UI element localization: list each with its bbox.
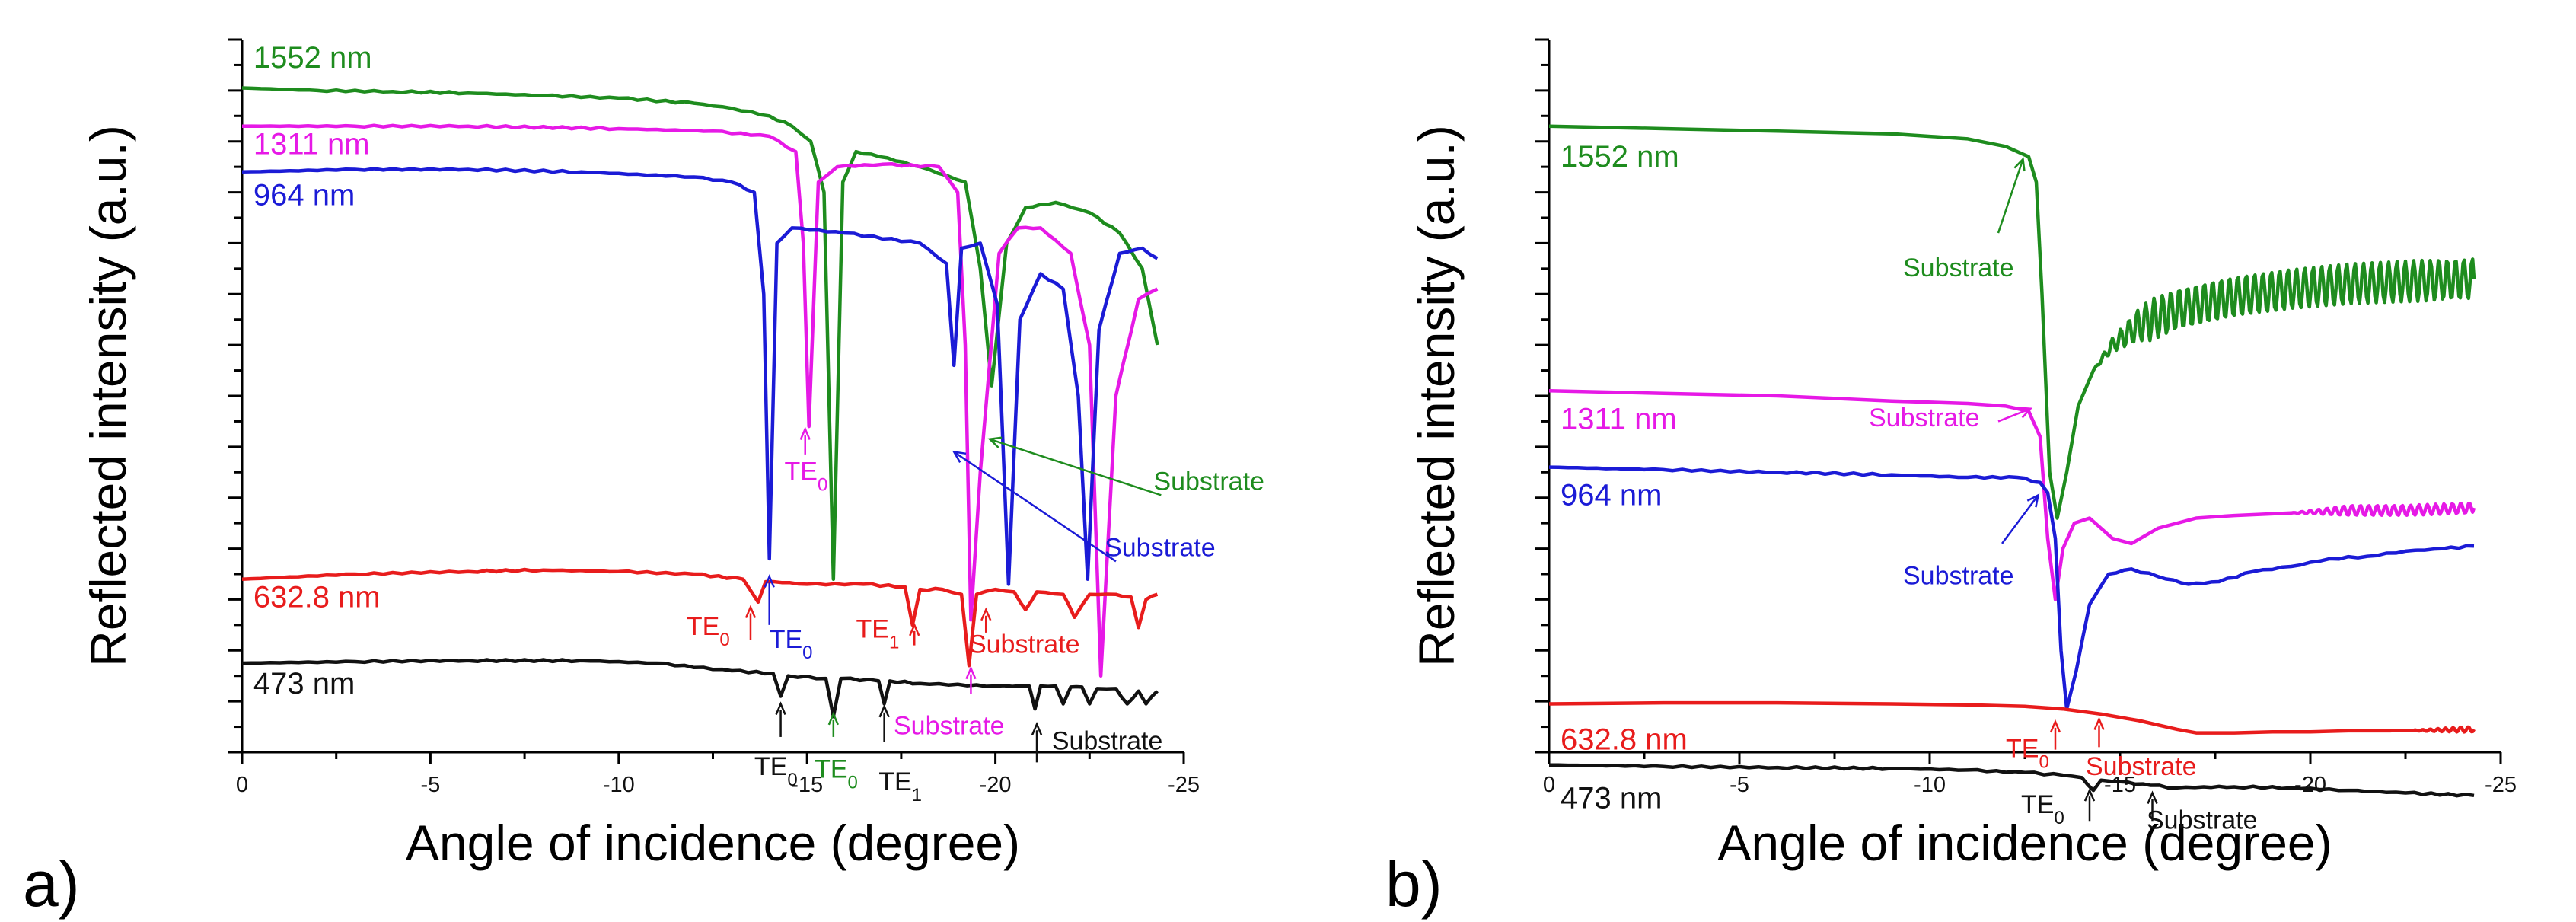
a-x-tick-label: -5 (421, 773, 441, 797)
b-annotation-arrowhead (2018, 407, 2033, 419)
b-annotation-arrowhead (2049, 719, 2061, 733)
b-annotation-arrowhead (2093, 716, 2105, 731)
b-x-tick-label: -20 (2294, 773, 2326, 797)
b-annotation-subscript: 0 (2039, 751, 2048, 772)
a-annotation-subscript: 0 (719, 630, 729, 650)
a-series-line-473-nm (241, 658, 1159, 719)
a-annotation-label: TE1 (856, 615, 900, 653)
b-x-tick-label: -10 (1914, 773, 1946, 797)
b-annotation-label: Substrate (2086, 752, 2197, 781)
a-series-label: 1552 nm (253, 41, 372, 75)
a-annotation-subscript: 1 (889, 632, 899, 652)
a-annotation-label: TE0 (754, 752, 798, 790)
a-x-tick-label: -20 (980, 773, 1012, 797)
a-x-tick-label: -25 (1168, 773, 1200, 797)
a-x-tick-label: 0 (236, 773, 248, 797)
a-annotation-label: Substrate (1052, 727, 1163, 756)
b-x-tick-label: -5 (1730, 773, 1749, 797)
b-annotation-arrowhead (2147, 790, 2158, 804)
a-series-label: 964 nm (253, 178, 355, 212)
a-annotation-arrowhead (775, 701, 786, 715)
a-annotation-label: TE0 (785, 457, 828, 495)
b-x-axis-label: Angle of incidence (degree) (1717, 815, 2332, 871)
b-annotation-label: Substrate (2147, 806, 2258, 834)
panel-a-chart: 0 -5 -10 -15 -20 -25 Angle of incidence (degre… (23, 38, 1264, 920)
a-annotation-arrowhead (764, 574, 775, 588)
a-annotation-label: TE0 (770, 625, 813, 663)
a-annotation-arrowhead (827, 711, 839, 726)
a-panel-label: a) (23, 848, 80, 920)
a-annotation-label: TE1 (878, 767, 922, 806)
a-x-tick-label: -15 (791, 773, 823, 797)
b-annotation-pointer (1997, 158, 2024, 234)
a-annotation-arrowhead (980, 607, 992, 621)
b-series-line-964-nm (1548, 465, 2475, 711)
b-annotation-label: Substrate (1903, 254, 2014, 282)
a-annotation-label: Substrate (1153, 467, 1264, 496)
a-annotation-label: Substrate (969, 630, 1080, 659)
a-series-label: 473 nm (253, 667, 355, 700)
a-annotation-arrowhead (878, 703, 890, 718)
a-annotation-pointer (989, 438, 1162, 496)
a-annotation-arrowhead (1031, 722, 1043, 735)
a-annotation-label: Substrate (894, 712, 1005, 741)
a-annotation-arrowhead (952, 450, 967, 464)
a-annotation-arrowhead (965, 665, 977, 680)
a-x-tick-label: -10 (603, 773, 635, 797)
panel-b-chart: 0 -5 -10 -15 -20 -25 Angle of incidence (degre… (1385, 38, 2517, 920)
b-series-label: 473 nm (1561, 782, 1662, 815)
a-annotation-arrowhead (744, 605, 757, 618)
b-annotation-arrowhead (2083, 787, 2096, 802)
b-annotation-pointer (2001, 494, 2039, 544)
b-x-tick-label: 0 (1543, 773, 1555, 797)
b-series-label: 1311 nm (1561, 402, 1677, 435)
a-y-axis-label: Reflected intensity (a.u.) (80, 125, 136, 667)
b-series-line-1552-nm (1548, 124, 2476, 520)
a-annotation-arrowhead (909, 622, 920, 636)
b-series-line-473-nm (1548, 763, 2475, 798)
b-annotation-pointer (1997, 407, 2031, 423)
b-annotation-subscript: 0 (2054, 808, 2064, 828)
b-series-label: 1552 nm (1561, 140, 1679, 174)
b-annotation-arrowhead (2026, 493, 2040, 508)
b-y-axis-label: Reflected intensity (a.u.) (1408, 125, 1465, 667)
a-x-axis-label: Angle of incidence (degree) (406, 815, 1020, 871)
b-x-tick-label: -25 (2485, 773, 2517, 797)
a-annotation-arrowhead (987, 436, 1003, 448)
b-annotation-label: Substrate (1903, 561, 2014, 590)
a-annotation-label: Substrate (1105, 534, 1216, 563)
b-series-line-1311-nm (1548, 389, 2476, 601)
b-annotation-label: Substrate (1869, 404, 1980, 432)
b-series-label: 964 nm (1561, 479, 1662, 512)
a-series-label: 632.8 nm (253, 580, 381, 614)
a-annotation-subscript: 1 (912, 785, 922, 806)
b-series-line-632-8-nm (1548, 700, 2476, 735)
a-annotation-arrowhead (799, 426, 811, 440)
a-series-line-1552-nm (241, 86, 1159, 581)
b-series-label: 632.8 nm (1561, 723, 1688, 757)
b-panel-label: b) (1385, 848, 1443, 920)
a-series-label: 1311 nm (253, 127, 370, 161)
a-series-line-964-nm (241, 167, 1159, 586)
a-series-line-632-8-nm (241, 567, 1159, 668)
a-annotation-subscript: 0 (818, 474, 827, 495)
b-annotation-label: TE0 (2006, 735, 2049, 773)
a-annotation-pointer (953, 451, 1117, 563)
a-annotation-label: TE0 (687, 612, 730, 650)
a-annotation-subscript: 0 (848, 772, 858, 793)
b-x-tick-label: -15 (2104, 773, 2136, 797)
b-annotation-arrowhead (2013, 157, 2026, 172)
a-series-line-1311-nm (241, 123, 1159, 678)
a-annotation-subscript: 0 (787, 770, 797, 790)
a-annotation-subscript: 0 (802, 642, 812, 662)
